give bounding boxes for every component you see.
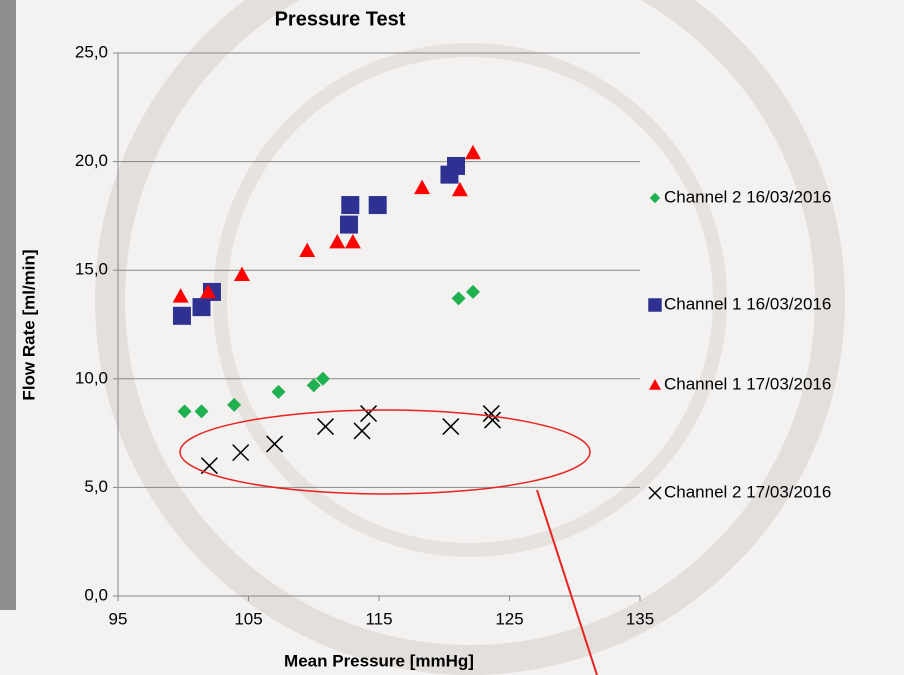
legend-item: Channel 1 16/03/2016 (648, 294, 831, 313)
y-tick-label: 0,0 (84, 585, 108, 604)
x-tick-label: 105 (234, 609, 262, 628)
legend-marker (648, 298, 662, 312)
point (341, 196, 359, 214)
legend-label: Channel 2 16/03/2016 (664, 187, 831, 206)
legend-item: Channel 2 17/03/2016 (649, 482, 831, 501)
chart-title: Pressure Test (275, 8, 406, 30)
x-tick-label: 135 (626, 609, 654, 628)
point (340, 216, 358, 234)
x-tick-label: 125 (495, 609, 523, 628)
x-axis-label: Mean Pressure [mmHg] (284, 651, 474, 670)
chart: Pressure Test Mean Pressure [mmHg] Flow … (0, 0, 904, 675)
point (447, 157, 465, 175)
legend-label: Channel 1 16/03/2016 (664, 294, 831, 313)
photo-strip (0, 0, 16, 610)
y-tick-label: 10,0 (75, 368, 108, 387)
y-tick-label: 15,0 (75, 260, 108, 279)
legend-item: Channel 2 16/03/2016 (650, 187, 832, 206)
y-tick-label: 20,0 (75, 151, 108, 170)
y-axis-label: Flow Rate [ml/min] (19, 249, 38, 400)
legend-label: Channel 2 17/03/2016 (664, 482, 831, 501)
point (173, 307, 191, 325)
y-tick-label: 25,0 (75, 42, 108, 61)
x-tick-label: 115 (365, 609, 392, 628)
legend-item: Channel 1 17/03/2016 (649, 374, 831, 393)
x-tick-label: 95 (109, 609, 128, 628)
y-tick-label: 5,0 (84, 477, 108, 496)
point (369, 196, 387, 214)
legend-label: Channel 1 17/03/2016 (664, 374, 831, 393)
